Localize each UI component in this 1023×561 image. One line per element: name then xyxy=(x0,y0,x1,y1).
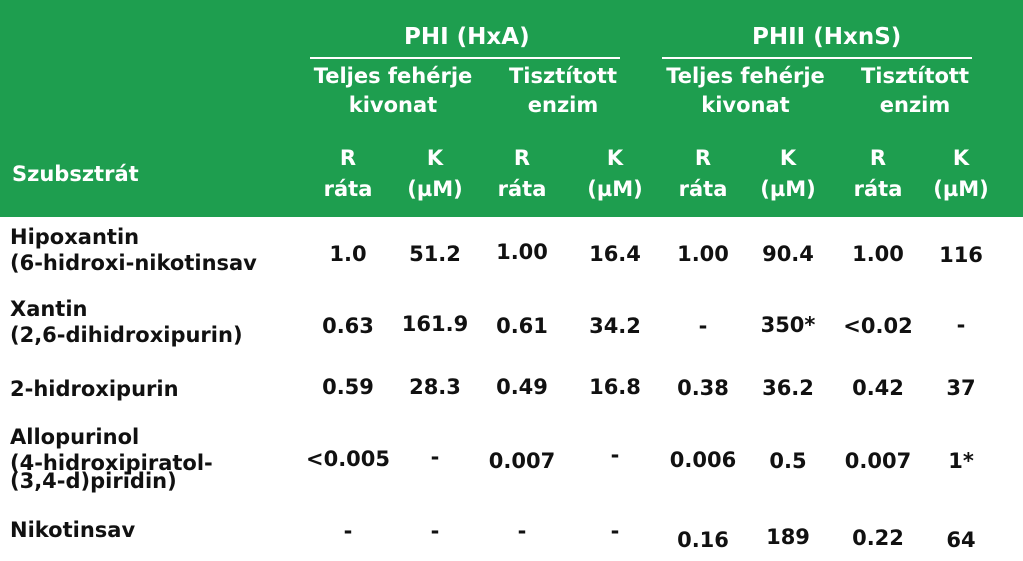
row-label-line: Nikotinsav xyxy=(10,518,136,542)
substrate-column-header: Szubsztrát xyxy=(12,162,139,186)
cell-2-hidroxipurin-phii-whole-r: 0.38 xyxy=(677,376,729,400)
cell-xantin-phii-whole-k: 350* xyxy=(760,313,816,337)
col-header-line: (µM) xyxy=(760,177,816,201)
col-header-line: R xyxy=(694,146,712,170)
row-label-line: (2,6-dihidroxipurin) xyxy=(10,323,243,347)
cell-hipoxantin-phi-whole-r: 1.0 xyxy=(329,242,367,266)
col-header-line: R xyxy=(869,146,887,170)
row-label-line: Hipoxantin xyxy=(10,225,140,249)
subheader-phi-purified-enzyme: Tisztított enzim xyxy=(493,62,633,120)
cell-hipoxantin-phi-purified-k: 16.4 xyxy=(589,242,641,266)
cell-2-hidroxipurin-phii-whole-k: 36.2 xyxy=(762,376,814,400)
col-header-line: K xyxy=(952,146,970,170)
cell-xantin-phi-purified-r: 0.61 xyxy=(496,314,548,338)
group-title-phi: PHI (HxA) xyxy=(404,24,530,50)
row-label-line: Xantin xyxy=(10,297,88,321)
cell-xantin-phii-purified-r: <0.02 xyxy=(843,314,913,338)
subheader-line: Teljes fehérje xyxy=(313,64,473,88)
cell-xantin-phi-whole-r: 0.63 xyxy=(322,314,374,338)
col-header-line: R xyxy=(513,146,531,170)
subheader-line: enzim xyxy=(879,93,951,117)
subheader-line: Teljes fehérje xyxy=(666,64,825,88)
row-label-line: (3,4-d)piridin) xyxy=(10,469,177,493)
cell-xantin-phi-whole-k: 161.9 xyxy=(401,312,469,336)
row-label-allopurinol: Allopurinol (4-hidroxipiratol- (3,4-d)pi… xyxy=(10,424,213,502)
cell-hipoxantin-phi-purified-r: 1.00 xyxy=(496,240,548,264)
row-label-xantin: Xantin (2,6-dihidroxipurin) xyxy=(10,296,243,348)
row-label-line: 2-hidroxipurin xyxy=(10,377,179,401)
col-header-phii-whole-r: R ráta xyxy=(655,143,751,205)
col-header-phi-whole-r: R ráta xyxy=(300,143,396,205)
cell-allopurinol-phii-purified-k: 1* xyxy=(948,449,974,473)
cell-xantin-phii-purified-k: - xyxy=(956,313,966,337)
col-header-line: R xyxy=(339,146,357,170)
cell-allopurinol-phii-whole-r: 0.006 xyxy=(669,448,737,472)
subheader-line: Tisztított xyxy=(508,64,618,88)
row-label-line: Allopurinol xyxy=(10,425,140,449)
cell-hipoxantin-phii-purified-k: 116 xyxy=(939,243,983,267)
group-underline-phii xyxy=(662,57,972,59)
col-header-line: ráta xyxy=(323,177,373,201)
row-label-nikotinsav: Nikotinsav xyxy=(10,517,135,543)
subheader-phii-whole-extract: Teljes fehérje kivonat xyxy=(653,62,838,120)
cell-allopurinol-phi-whole-k: - xyxy=(430,445,440,469)
col-header-line: K xyxy=(779,146,797,170)
col-header-phi-whole-k: K (µM) xyxy=(387,143,483,205)
table-header: Szubsztrát PHI (HxA) PHII (HxnS) Teljes … xyxy=(0,0,1023,217)
col-header-line: ráta xyxy=(678,177,728,201)
subheader-phi-whole-extract: Teljes fehérje kivonat xyxy=(303,62,483,120)
cell-xantin-phii-whole-r: - xyxy=(698,314,708,338)
cell-allopurinol-phii-whole-k: 0.5 xyxy=(769,449,807,473)
subheader-line: Tisztított xyxy=(860,64,970,88)
subheader-phii-purified-enzyme: Tisztított enzim xyxy=(845,62,985,120)
cell-allopurinol-phii-purified-r: 0.007 xyxy=(844,449,912,473)
col-header-line: (µM) xyxy=(587,177,643,201)
col-header-line: ráta xyxy=(497,177,547,201)
col-header-phii-purified-k: K (µM) xyxy=(913,143,1009,205)
row-label-hipoxantin: Hipoxantin (6-hidroxi-nikotinsav xyxy=(10,224,257,276)
cell-nikotinsav-phi-whole-k: - xyxy=(430,519,440,543)
col-header-phi-purified-r: R ráta xyxy=(474,143,570,205)
subheader-line: kivonat xyxy=(348,93,438,117)
cell-allopurinol-phi-whole-r: <0.005 xyxy=(305,447,391,471)
cell-nikotinsav-phii-whole-k: 189 xyxy=(766,525,810,549)
cell-2-hidroxipurin-phi-purified-k: 16.8 xyxy=(589,375,641,399)
cell-hipoxantin-phi-whole-k: 51.2 xyxy=(409,242,461,266)
cell-2-hidroxipurin-phii-purified-r: 0.42 xyxy=(852,376,904,400)
cell-hipoxantin-phii-whole-k: 90.4 xyxy=(762,242,814,266)
cell-2-hidroxipurin-phi-purified-r: 0.49 xyxy=(496,375,548,399)
col-header-line: (µM) xyxy=(407,177,463,201)
cell-allopurinol-phi-purified-r: 0.007 xyxy=(488,449,556,473)
cell-nikotinsav-phi-purified-k: - xyxy=(610,519,620,543)
row-label-line: (6-hidroxi-nikotinsav xyxy=(10,251,257,275)
cell-2-hidroxipurin-phi-whole-r: 0.59 xyxy=(322,375,374,399)
col-header-line: K xyxy=(426,146,444,170)
row-label-2-hidroxipurin: 2-hidroxipurin xyxy=(10,376,179,402)
cell-hipoxantin-phii-whole-r: 1.00 xyxy=(677,242,729,266)
cell-xantin-phi-purified-k: 34.2 xyxy=(589,314,641,338)
row-label-line: (4-hidroxipiratol- xyxy=(10,451,213,475)
col-header-line: K xyxy=(606,146,624,170)
cell-2-hidroxipurin-phii-purified-k: 37 xyxy=(946,376,976,400)
cell-2-hidroxipurin-phi-whole-k: 28.3 xyxy=(409,375,461,399)
group-underline-phi xyxy=(310,57,620,59)
col-header-phii-purified-r: R ráta xyxy=(830,143,926,205)
subheader-line: kivonat xyxy=(701,93,790,117)
col-header-phii-whole-k: K (µM) xyxy=(740,143,836,205)
cell-allopurinol-phi-purified-k: - xyxy=(610,443,620,467)
group-title-phii: PHII (HxnS) xyxy=(752,24,902,50)
cell-hipoxantin-phii-purified-r: 1.00 xyxy=(852,242,904,266)
cell-nikotinsav-phi-whole-r: - xyxy=(343,519,353,543)
cell-nikotinsav-phii-whole-r: 0.16 xyxy=(677,528,729,552)
cell-nikotinsav-phii-purified-r: 0.22 xyxy=(852,526,904,550)
subheader-line: enzim xyxy=(527,93,599,117)
col-header-line: (µM) xyxy=(933,177,989,201)
cell-nikotinsav-phi-purified-r: - xyxy=(517,519,527,543)
col-header-phi-purified-k: K (µM) xyxy=(567,143,663,205)
col-header-line: ráta xyxy=(853,177,903,201)
cell-nikotinsav-phii-purified-k: 64 xyxy=(946,528,976,552)
